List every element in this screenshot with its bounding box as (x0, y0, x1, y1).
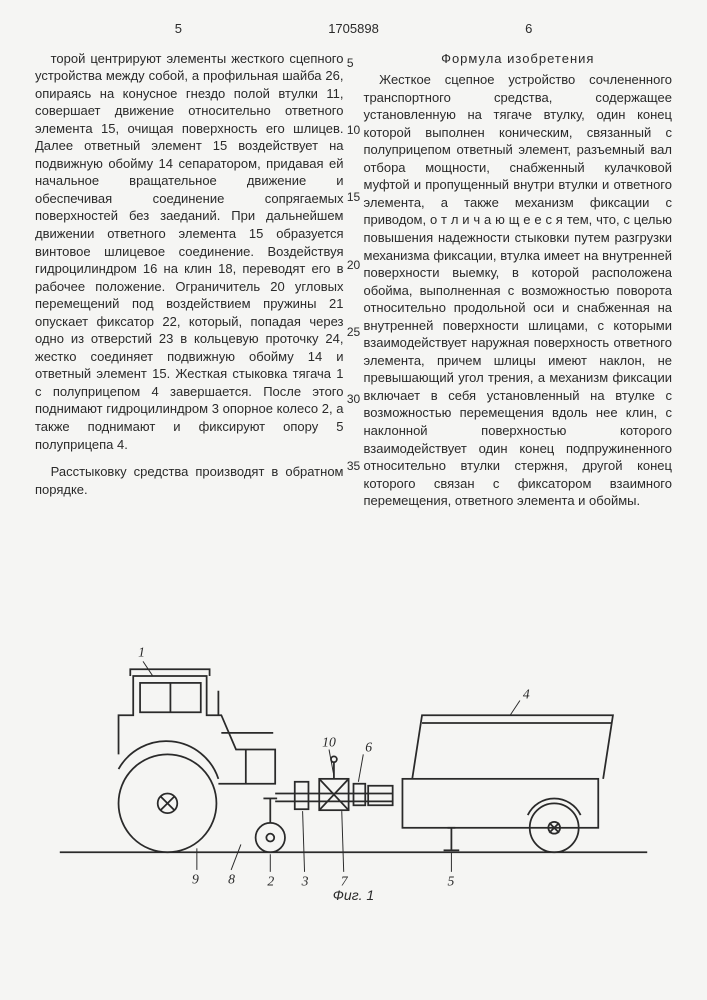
body-paragraph: Жесткое сцепное устройство сочлененного … (364, 71, 673, 510)
callout-6: 6 (365, 739, 372, 754)
callout-3: 3 (301, 874, 309, 889)
line-number-gutter: 5 10 15 20 25 30 35 (347, 55, 360, 474)
line-number: 15 (347, 189, 360, 205)
document-number: 1705898 (328, 20, 379, 38)
callout-4: 4 (523, 687, 530, 702)
right-column: Формула изобретения Жесткое сцепное устр… (364, 50, 673, 510)
callout-8: 8 (228, 872, 235, 887)
line-number: 10 (347, 122, 360, 138)
line-number: 20 (347, 257, 360, 273)
callout-2: 2 (267, 874, 274, 889)
figure-1: 1 4 10 6 9 8 2 3 7 5 Фиг. 1 (50, 550, 657, 900)
line-number: 25 (347, 324, 360, 340)
left-column: торой центрируют элементы жесткого сцепн… (35, 50, 344, 510)
body-paragraph: Расстыковку средства производят в обратн… (35, 463, 344, 498)
line-number: 35 (347, 458, 360, 474)
formula-title: Формула изобретения (364, 50, 673, 68)
page-number-right: 6 (385, 20, 672, 38)
line-number: 5 (347, 55, 360, 71)
figure-label: Фиг. 1 (333, 886, 374, 905)
page-number-left: 5 (35, 20, 322, 38)
callout-10: 10 (322, 735, 336, 750)
body-paragraph: торой центрируют элементы жесткого сцепн… (35, 50, 344, 454)
callout-5: 5 (447, 874, 454, 889)
callout-1: 1 (138, 644, 145, 659)
figure-svg: 1 4 10 6 9 8 2 3 7 5 (50, 550, 657, 900)
callout-9: 9 (192, 872, 199, 887)
line-number: 30 (347, 391, 360, 407)
